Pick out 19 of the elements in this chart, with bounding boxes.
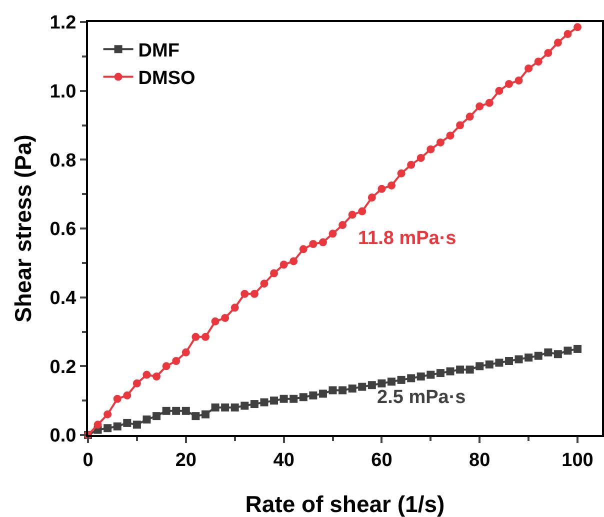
- x-axis-title: Rate of shear (1/s): [245, 491, 445, 517]
- y-tick-label: 0.2: [50, 356, 76, 378]
- annotation: 2.5 mPa·s: [377, 387, 466, 408]
- annotation: 11.8 mPa·s: [358, 228, 456, 249]
- x-tick-label: 40: [273, 450, 294, 471]
- y-tick-label: 0.0: [50, 426, 76, 447]
- x-tick-label: 100: [562, 450, 594, 471]
- x-tick-label: 0: [82, 450, 94, 471]
- y-tick-label: 0.6: [50, 219, 76, 240]
- x-tick-label: 80: [469, 450, 490, 471]
- y-tick-label: 0.8: [50, 150, 76, 172]
- legend-label: DMSO: [138, 68, 196, 90]
- legend-label: DMF: [138, 40, 180, 62]
- x-tick-label: 60: [371, 450, 392, 471]
- y-tick-label: 1.2: [50, 12, 76, 34]
- x-tick-label: 20: [175, 450, 196, 471]
- y-tick-label: 0.4: [50, 288, 77, 309]
- y-tick-label: 1.0: [50, 81, 76, 102]
- y-axis-title: Shear stress (Pa): [10, 134, 36, 322]
